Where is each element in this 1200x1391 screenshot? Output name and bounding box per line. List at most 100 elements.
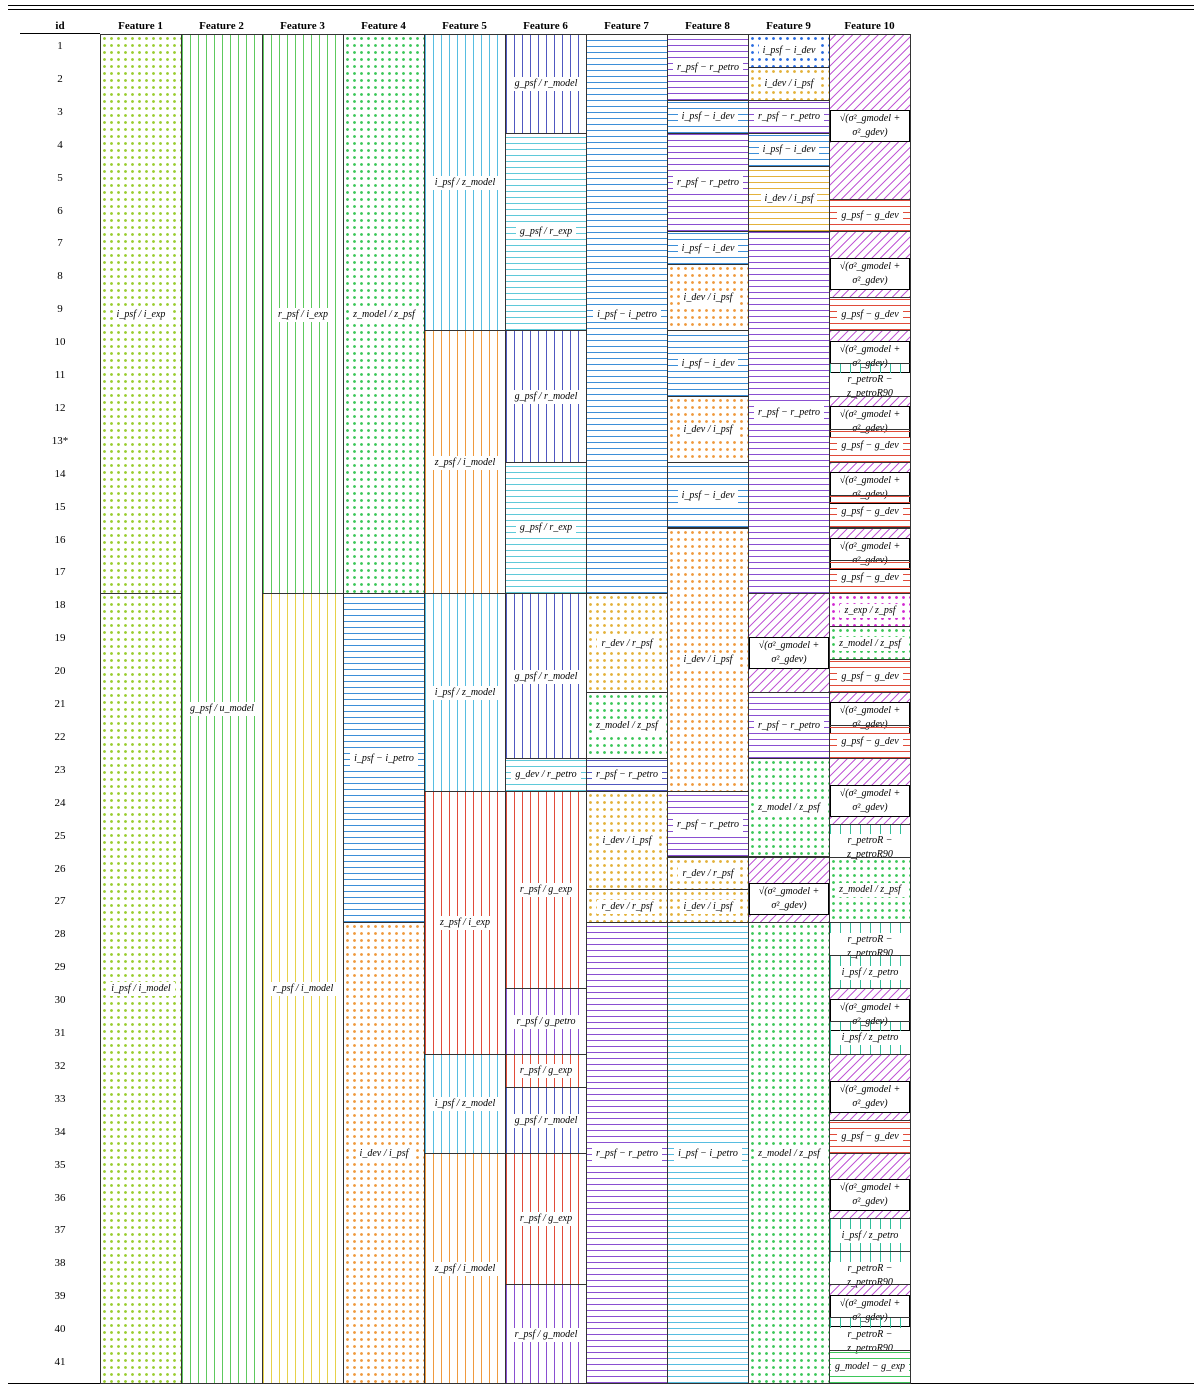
feature-10-block: √(σ²_gmodel + σ²_gdev) [829, 330, 911, 373]
feature-5-block: z_psf / i_model [424, 330, 506, 595]
feature-9-block: r_psf − r_petro [748, 692, 830, 759]
feature-label: z_model / z_psf [835, 636, 905, 651]
feature-10-block: r_petroR − z_petroR90 [829, 1251, 911, 1290]
feature-header-7: Feature 7 [604, 20, 649, 32]
feature-9-block: √(σ²_gmodel + σ²_gdev) [748, 593, 830, 693]
feature-8-block: i_dev / i_psf [667, 889, 749, 924]
feature-label: r_psf − r_petro [673, 60, 743, 75]
feature-label: r_psf − r_petro [592, 768, 662, 783]
feature-header-2: Feature 2 [199, 20, 244, 32]
feature-6-block: g_dev / r_petro [505, 757, 587, 792]
row-id: 20 [54, 665, 66, 678]
row-id: 9 [57, 303, 63, 316]
feature-6-block: g_psf / r_exp [505, 132, 587, 332]
feature-label: g_psf − g_dev [837, 1130, 903, 1145]
feature-6-block: r_psf / g_exp [505, 1152, 587, 1286]
feature-label: i_psf − i_petro [674, 1146, 742, 1161]
feature-label: r_psf / g_model [510, 1327, 582, 1342]
feature-label: i_psf / z_model [430, 176, 500, 191]
feature-label: r_psf − r_petro [754, 718, 824, 733]
header-rule [20, 33, 100, 34]
feature-label: i_psf / z_petro [837, 1228, 903, 1243]
row-id: 3 [57, 105, 63, 118]
row-id: 5 [57, 171, 63, 184]
feature-7-block: i_psf − i_petro [586, 34, 668, 595]
feature-header-5: Feature 5 [442, 20, 487, 32]
feature-9-block: z_model / z_psf [748, 757, 830, 858]
feature-label: g_dev / r_petro [511, 768, 581, 783]
feature-9-block: i_psf − i_dev [748, 34, 830, 68]
feature-10-block: r_petroR − z_petroR90 [829, 1317, 911, 1356]
feature-10-block: √(σ²_gmodel + σ²_gdev) [829, 461, 911, 505]
feature-8-block: i_dev / i_psf [667, 395, 749, 463]
feature-6-block: r_psf / g_model [505, 1284, 587, 1384]
feature-10-block: √(σ²_gmodel + σ²_gdev) [829, 34, 911, 200]
feature-header-1: Feature 1 [118, 20, 163, 32]
feature-label: z_model / z_psf [754, 801, 824, 816]
feature-label: r_psf / g_petro [512, 1014, 580, 1029]
row-id: 18 [54, 599, 66, 612]
feature-label: i_psf / z_petro [837, 965, 903, 980]
feature-label: r_dev / r_psf [597, 636, 657, 651]
feature-9-block: i_dev / i_psf [748, 165, 830, 233]
feature-10-block: √(σ²_gmodel + σ²_gdev) [829, 231, 911, 299]
row-id: 25 [54, 829, 66, 842]
feature-10-block: √(σ²_gmodel + σ²_gdev) [829, 395, 911, 439]
feature-7-block: r_psf − r_petro [586, 922, 668, 1384]
feature-label: i_psf / z_model [430, 1097, 500, 1112]
feature-label: i_psf − i_dev [677, 488, 739, 503]
feature-10-block: g_psf − g_dev [829, 494, 911, 529]
feature-label: i_dev / i_psf [679, 422, 737, 437]
feature-10-block: g_psf − g_dev [829, 659, 911, 693]
feature-2-block: g_psf / u_model [181, 34, 263, 1384]
feature-label: z_model / z_psf [349, 307, 419, 322]
feature-header-3: Feature 3 [280, 20, 325, 32]
row-id: 32 [54, 1059, 66, 1072]
row-id: 22 [54, 730, 66, 743]
feature-label: g_psf / r_model [510, 389, 582, 404]
feature-label: z_psf / i_model [430, 455, 500, 470]
feature-10-block: r_petroR − z_petroR90 [829, 363, 911, 402]
feature-label: i_dev / i_psf [598, 834, 656, 849]
feature-label: i_dev / i_psf [760, 77, 818, 92]
feature-6-block: r_psf / g_exp [505, 1053, 587, 1088]
feature-5-block: i_psf / z_model [424, 593, 506, 792]
row-id: 16 [54, 533, 66, 546]
row-id: 30 [54, 994, 66, 1007]
feature-10-block: g_psf − g_dev [829, 428, 911, 463]
feature-label: g_psf − g_dev [837, 505, 903, 520]
feature-label: r_dev / r_psf [678, 866, 738, 881]
row-id: 14 [54, 467, 66, 480]
feature-7-block: i_dev / i_psf [586, 790, 668, 891]
feature-label: i_psf − i_dev [758, 143, 820, 158]
feature-10-block: √(σ²_gmodel + σ²_gdev) [829, 1053, 911, 1121]
row-id: 21 [54, 698, 66, 710]
feature-label: g_psf − g_dev [837, 735, 903, 750]
feature-6-block: g_psf / r_model [505, 330, 587, 463]
row-id: 26 [54, 862, 66, 875]
feature-6-block: g_psf / r_model [505, 593, 587, 759]
feature-label: r_psf / g_exp [515, 1212, 577, 1227]
feature-8-block: i_psf − i_dev [667, 330, 749, 397]
feature-label: √(σ²_gmodel + σ²_gdev) [830, 1179, 910, 1212]
feature-label: g_psf / r_model [510, 77, 582, 92]
feature-5-block: z_psf / i_model [424, 1152, 506, 1384]
feature-label: g_psf / u_model [186, 702, 258, 717]
feature-9-block: i_psf − i_dev [748, 132, 830, 167]
feature-label: i_psf − i_petro [350, 751, 418, 766]
feature-label: i_psf / i_model [107, 982, 175, 997]
top-rule-1 [8, 5, 1194, 6]
row-id: 11 [54, 369, 66, 381]
feature-label: r_psf − r_petro [673, 176, 743, 191]
feature-4-block: i_dev / i_psf [343, 922, 425, 1384]
feature-label: √(σ²_gmodel + σ²_gdev) [830, 784, 910, 817]
feature-9-block: z_model / z_psf [748, 922, 830, 1384]
feature-7-block: r_psf − r_petro [586, 757, 668, 792]
feature-label: √(σ²_gmodel + σ²_gdev) [749, 636, 829, 669]
feature-3-block: r_psf / i_model [262, 593, 344, 1384]
feature-label: z_exp / z_psf [840, 603, 900, 618]
feature-10-block: g_psf − g_dev [829, 297, 911, 332]
feature-5-block: i_psf / z_model [424, 34, 506, 332]
feature-7-block: z_model / z_psf [586, 692, 668, 759]
row-id: 13* [51, 434, 69, 447]
